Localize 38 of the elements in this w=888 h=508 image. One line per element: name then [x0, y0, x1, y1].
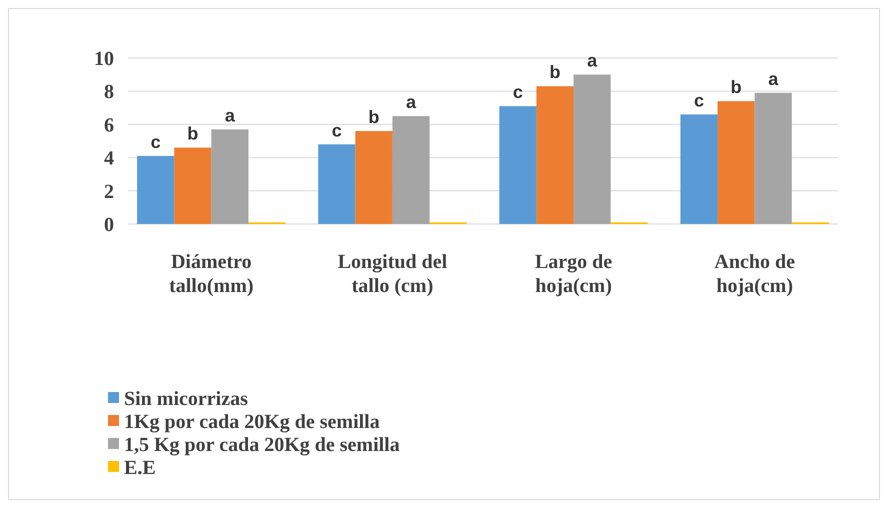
bar — [174, 148, 212, 224]
data-label: c — [150, 132, 161, 152]
bar — [392, 116, 430, 224]
legend-label: Sin micorrizas — [124, 388, 248, 410]
bar — [211, 129, 248, 224]
y-tick-label: 10 — [94, 48, 114, 70]
bar — [574, 74, 611, 224]
bar — [536, 86, 574, 224]
y-tick-label: 4 — [104, 148, 114, 170]
bar — [318, 144, 356, 224]
bar — [718, 101, 755, 224]
data-label: c — [512, 82, 523, 102]
x-tick-label: Ancho de hoja(cm) — [714, 251, 796, 297]
data-label: b — [368, 107, 380, 128]
x-tick-label: Diámetro tallo(mm) — [169, 251, 254, 297]
data-label: b — [549, 62, 560, 82]
legend-label: 1,5 Kg por cada 20Kg de semilla — [124, 434, 400, 456]
data-label: c — [332, 120, 342, 140]
legend-label: E.E — [124, 457, 156, 479]
bar — [137, 156, 174, 224]
data-label: b — [187, 124, 198, 144]
data-label: a — [587, 50, 598, 71]
data-label: b — [730, 77, 742, 98]
x-tick-label: Largo de hoja(cm) — [534, 251, 612, 297]
y-tick-label: 2 — [104, 180, 114, 203]
legend-label: 1Kg por cada 20Kg de semilla — [124, 411, 380, 433]
data-label: a — [768, 68, 780, 89]
y-tick-label: 6 — [104, 114, 114, 136]
bar — [680, 114, 718, 224]
x-tick-label: Longitud del tallo (cm) — [338, 251, 448, 297]
data-label: a — [406, 92, 417, 112]
y-tick-label: 8 — [104, 81, 114, 104]
data-label: a — [224, 105, 236, 126]
bar — [754, 92, 792, 224]
bar — [355, 131, 392, 224]
data-label: c — [694, 90, 704, 110]
bar — [499, 106, 536, 224]
y-tick-label: 0 — [104, 214, 114, 236]
